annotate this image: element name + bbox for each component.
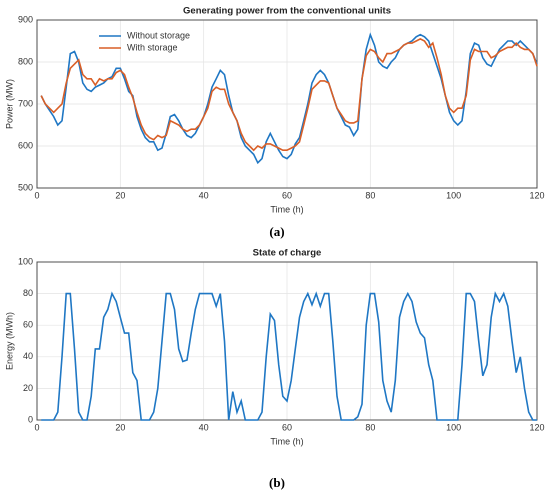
y-tick-label: 0 — [28, 414, 33, 424]
series-line — [40, 32, 538, 165]
y-tick-label: 20 — [23, 383, 33, 393]
y-tick-label: 60 — [23, 320, 33, 330]
y-tick-label: 700 — [18, 98, 33, 108]
legend-label: With storage — [127, 42, 178, 52]
series-line — [40, 38, 538, 152]
x-tick-label: 60 — [282, 422, 292, 432]
x-axis-label: Time (h) — [270, 204, 303, 214]
chart-title: Generating power from the conventional u… — [183, 6, 391, 17]
x-axis-label: Time (h) — [270, 436, 303, 446]
y-tick-label: 900 — [18, 14, 33, 24]
plot-frame — [36, 19, 538, 189]
legend-label: Without storage — [127, 30, 190, 40]
x-tick-label: 120 — [529, 422, 544, 432]
y-axis-label: Power (MW) — [4, 79, 14, 129]
x-tick-label: 80 — [365, 190, 375, 200]
y-axis-label: Energy (MWh) — [4, 312, 14, 370]
x-tick-label: 40 — [199, 190, 209, 200]
x-tick-label: 80 — [365, 422, 375, 432]
y-tick-label: 80 — [23, 288, 33, 298]
chart-title: State of charge — [253, 248, 322, 259]
y-tick-label: 600 — [18, 140, 33, 150]
x-tick-label: 60 — [282, 190, 292, 200]
x-tick-label: 120 — [529, 190, 544, 200]
series-line — [41, 291, 537, 421]
plot-frame — [36, 261, 538, 421]
caption: (b) — [269, 475, 285, 490]
y-tick-label: 40 — [23, 351, 33, 361]
y-tick-label: 500 — [18, 182, 33, 192]
y-tick-label: 800 — [18, 56, 33, 66]
x-tick-label: 20 — [115, 190, 125, 200]
y-tick-label: 100 — [18, 256, 33, 266]
x-tick-label: 0 — [34, 190, 39, 200]
x-tick-label: 20 — [115, 422, 125, 432]
caption: (a) — [269, 224, 284, 239]
x-tick-label: 0 — [34, 422, 39, 432]
x-tick-label: 100 — [446, 422, 461, 432]
x-tick-label: 40 — [199, 422, 209, 432]
x-tick-label: 100 — [446, 190, 461, 200]
